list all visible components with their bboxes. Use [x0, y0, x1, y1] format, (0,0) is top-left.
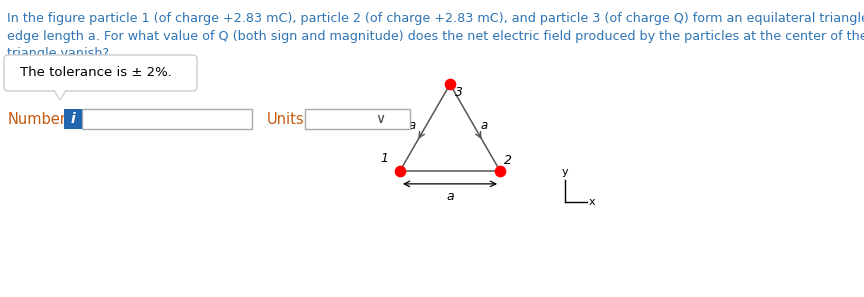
FancyBboxPatch shape — [305, 109, 410, 129]
Point — [493, 168, 507, 173]
Text: ∨: ∨ — [375, 112, 385, 126]
Text: a: a — [409, 119, 416, 132]
FancyBboxPatch shape — [64, 109, 82, 129]
FancyBboxPatch shape — [82, 109, 252, 129]
Text: a: a — [446, 190, 454, 203]
Text: 2: 2 — [504, 154, 512, 167]
Text: In the figure particle 1 (of charge +2.83 mC), particle 2 (of charge +2.83 mC), : In the figure particle 1 (of charge +2.8… — [7, 12, 864, 25]
Text: y: y — [562, 167, 569, 177]
Text: triangle vanish?: triangle vanish? — [7, 47, 109, 60]
Text: i: i — [71, 112, 75, 126]
Polygon shape — [53, 87, 67, 99]
Text: edge length a. For what value of Q (both sign and magnitude) does the net electr: edge length a. For what value of Q (both… — [7, 30, 864, 43]
Point — [393, 168, 407, 173]
Text: The tolerance is ± 2%.: The tolerance is ± 2%. — [20, 67, 172, 80]
Text: a: a — [481, 119, 488, 132]
Text: 1: 1 — [380, 152, 388, 165]
Polygon shape — [52, 87, 68, 100]
Text: 3: 3 — [455, 86, 463, 99]
Point — [443, 82, 457, 87]
Text: Units: Units — [267, 111, 305, 127]
Text: Number: Number — [8, 111, 67, 127]
FancyBboxPatch shape — [4, 55, 197, 91]
Text: x: x — [589, 197, 595, 207]
